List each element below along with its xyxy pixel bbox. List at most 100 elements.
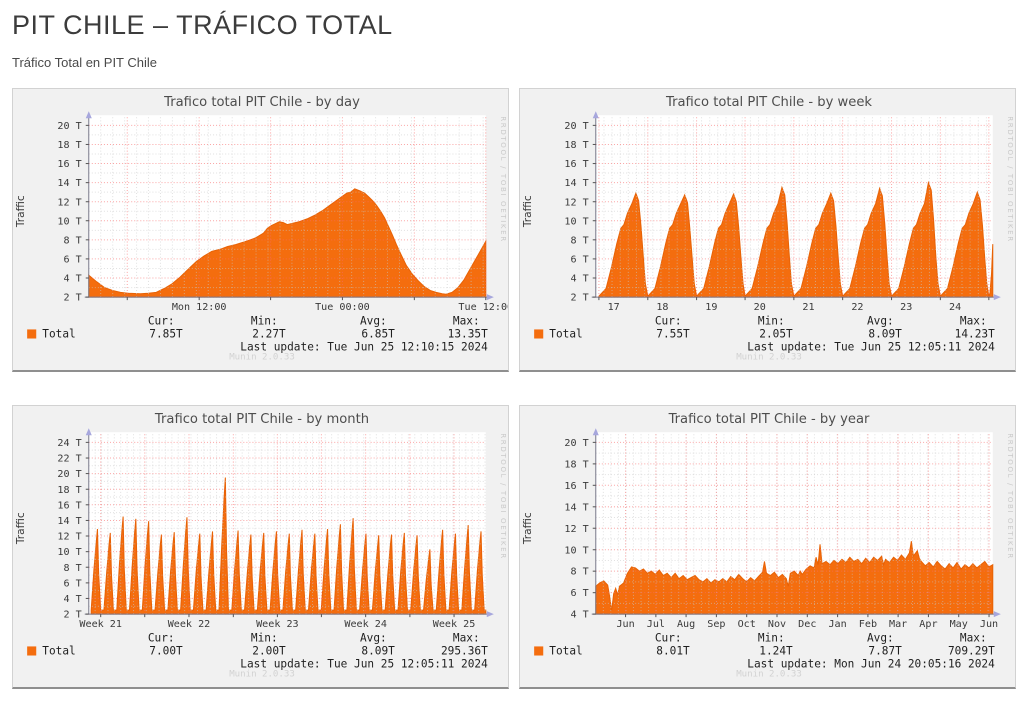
chart-title: Trafico total PIT Chile - by month: [154, 412, 369, 427]
svg-text:Jun: Jun: [616, 619, 634, 630]
munin-watermark: Munin 2.0.33: [736, 353, 802, 363]
svg-text:14 T: 14 T: [564, 502, 588, 513]
last-update: Last update: Tue Jun 25 12:10:15 2024: [240, 341, 488, 354]
svg-text:20 T: 20 T: [57, 121, 81, 132]
svg-text:20 T: 20 T: [564, 438, 588, 449]
svg-text:16 T: 16 T: [57, 500, 81, 511]
svg-text:8.09T: 8.09T: [361, 644, 395, 657]
svg-text:13.35T: 13.35T: [448, 328, 488, 341]
svg-text:Cur:: Cur:: [655, 314, 682, 327]
graph-by-week[interactable]: 2 T 4 T 6 T 8 T 10 T 12 T 14 T 16 T 18 T 20 T 17 18…: [520, 89, 1015, 370]
svg-text:Week 21: Week 21: [79, 619, 122, 630]
svg-text:4 T: 4 T: [570, 274, 588, 285]
svg-text:2.00T: 2.00T: [252, 644, 286, 657]
svg-text:10 T: 10 T: [564, 216, 588, 227]
svg-text:6 T: 6 T: [570, 254, 588, 265]
svg-text:4 T: 4 T: [63, 274, 81, 285]
charts-grid: 2 T 4 T 6 T 8 T 10 T 12 T 14 T 16 T 18 T 20 T Mon …: [12, 88, 1016, 689]
svg-text:20: 20: [754, 302, 766, 313]
svg-text:Week 22: Week 22: [168, 619, 211, 630]
svg-text:20 T: 20 T: [57, 469, 81, 480]
svg-text:8 T: 8 T: [570, 567, 588, 578]
legend: Total: [27, 644, 76, 657]
axes: [84, 428, 494, 617]
svg-text:12 T: 12 T: [57, 197, 81, 208]
svg-text:Oct: Oct: [738, 619, 756, 630]
svg-text:22 T: 22 T: [57, 453, 81, 464]
x-axis-tick-labels: Mon 12:00 Tue 00:00 Tue 12:00: [172, 302, 508, 313]
legend: Total: [534, 644, 583, 657]
svg-text:16 T: 16 T: [564, 481, 588, 492]
svg-text:17: 17: [608, 302, 620, 313]
svg-text:Week 25: Week 25: [433, 619, 476, 630]
svg-text:12 T: 12 T: [57, 531, 81, 542]
svg-text:Max:: Max:: [453, 314, 480, 327]
stats-block: Cur: Min: Avg: Max: 7.55T 2.05T 8.09T 14.23T: [655, 314, 995, 340]
svg-text:Jul: Jul: [647, 619, 665, 630]
svg-text:10 T: 10 T: [57, 216, 81, 227]
panel-traffic-by-month: 2 T 4 T 6 T 8 T 10 T 12 T 14 T 16 T 18 T 20 T 22 T…: [12, 404, 509, 689]
svg-text:1.24T: 1.24T: [759, 644, 793, 657]
svg-text:Min:: Min:: [758, 314, 785, 327]
legend-swatch-total: [534, 646, 544, 656]
svg-text:7.85T: 7.85T: [149, 328, 183, 341]
svg-text:4 T: 4 T: [63, 594, 81, 605]
traffic-area-series: [90, 477, 487, 615]
svg-text:2 T: 2 T: [63, 293, 81, 304]
svg-text:22: 22: [851, 302, 863, 313]
grid-lines: [88, 434, 486, 615]
y-axis-label: Traffic: [15, 512, 27, 545]
svg-text:Apr: Apr: [919, 619, 937, 630]
svg-text:Min:: Min:: [251, 314, 278, 327]
svg-text:24: 24: [949, 302, 961, 313]
svg-text:8 T: 8 T: [63, 563, 81, 574]
svg-text:14 T: 14 T: [564, 178, 588, 189]
graph-by-year[interactable]: 4 T 6 T 8 T 10 T 12 T 14 T 16 T 18 T 20 T Jun Jul A…: [520, 406, 1015, 687]
stats-block: Cur: Min: Avg: Max: 8.01T 1.24T 7.87T 709.29T: [655, 631, 995, 657]
svg-text:Avg:: Avg:: [360, 314, 387, 327]
svg-text:18 T: 18 T: [57, 140, 81, 151]
legend-label: Total: [549, 328, 582, 341]
svg-text:Max:: Max:: [453, 631, 480, 644]
svg-text:Cur:: Cur:: [148, 631, 175, 644]
svg-text:709.29T: 709.29T: [948, 644, 995, 657]
svg-text:Feb: Feb: [859, 619, 877, 630]
svg-text:Tue 00:00: Tue 00:00: [315, 302, 370, 313]
legend-label: Total: [549, 644, 582, 657]
traffic-area-series: [595, 540, 994, 615]
svg-text:20 T: 20 T: [564, 121, 588, 132]
svg-text:19: 19: [705, 302, 717, 313]
svg-text:2 T: 2 T: [63, 609, 81, 620]
munin-watermark: Munin 2.0.33: [229, 670, 295, 680]
panel-traffic-by-year: 4 T 6 T 8 T 10 T 12 T 14 T 16 T 18 T 20 T Jun Jul A…: [519, 404, 1016, 689]
svg-text:Cur:: Cur:: [655, 631, 682, 644]
chart-title: Trafico total PIT Chile - by week: [665, 95, 872, 110]
page-title: PIT CHILE – TRÁFICO TOTAL: [12, 10, 393, 40]
last-update: Last update: Tue Jun 25 12:05:11 2024: [240, 657, 488, 670]
svg-text:23: 23: [900, 302, 912, 313]
svg-text:18 T: 18 T: [564, 140, 588, 151]
svg-text:8.09T: 8.09T: [868, 328, 902, 341]
y-axis-tick-labels: 4 T 6 T 8 T 10 T 12 T 14 T 16 T 18 T 20 T: [564, 438, 588, 621]
svg-text:Tue 12:00: Tue 12:00: [458, 302, 508, 313]
svg-text:8 T: 8 T: [63, 235, 81, 246]
legend: Total: [534, 328, 583, 341]
x-axis-tick-labels: Jun Jul Aug Sep Oct Nov Dec Jan Feb Mar Apr May Jun: [616, 619, 998, 630]
svg-text:Nov: Nov: [768, 619, 786, 630]
grid-lines: [88, 117, 487, 298]
svg-text:Avg:: Avg:: [867, 314, 894, 327]
rrdtool-watermark: RRDTOOL / TOBI OETIKER: [499, 116, 508, 243]
svg-text:Mar: Mar: [889, 619, 907, 630]
graph-by-month[interactable]: 2 T 4 T 6 T 8 T 10 T 12 T 14 T 16 T 18 T 20 T 22 T…: [13, 406, 508, 687]
y-axis-tick-labels: 2 T 4 T 6 T 8 T 10 T 12 T 14 T 16 T 18 T 20 T: [564, 121, 588, 304]
legend: Total: [27, 328, 76, 341]
rrdtool-watermark: RRDTOOL / TOBI OETIKER: [1006, 433, 1015, 560]
svg-text:Dec: Dec: [798, 619, 816, 630]
svg-text:Avg:: Avg:: [360, 631, 387, 644]
y-axis-label: Traffic: [522, 195, 534, 228]
graph-by-day[interactable]: 2 T 4 T 6 T 8 T 10 T 12 T 14 T 16 T 18 T 20 T Mon …: [13, 89, 508, 370]
svg-text:Min:: Min:: [758, 631, 785, 644]
svg-text:24 T: 24 T: [57, 438, 81, 449]
axes: [591, 428, 1001, 617]
